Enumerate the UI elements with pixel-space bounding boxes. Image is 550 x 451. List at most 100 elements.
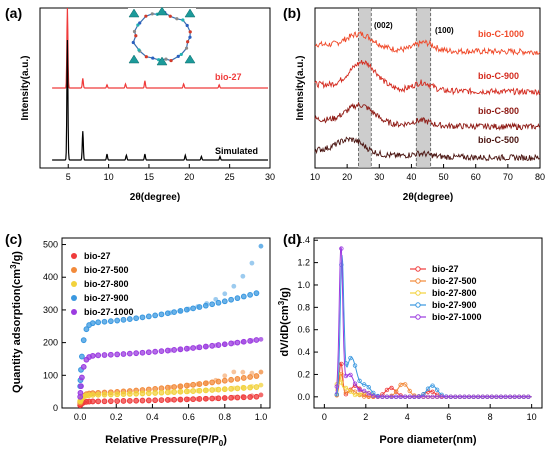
panel-b-band-label-100: (100) [435,26,454,35]
panel-d-y-tick-label: 0.6 [297,325,310,335]
panel-b-traces [314,30,541,162]
panel-c-point-bio-27-900 [213,296,219,302]
panel-c-point-bio-27-900 [177,308,182,314]
panel-d-point-bio-27-1000 [339,246,344,251]
panel-b-x-tick-label: 40 [406,172,416,182]
panel-c-point-bio-27-1000 [222,341,228,347]
panel-c-legend: bio-27 bio-27-500 bio-27-800 bio-27-900 bio-… [71,251,134,317]
panel-d-point-bio-27-800 [348,389,353,394]
panel-label-b: (b) [283,5,301,21]
panel-d-legend-marker [415,302,421,308]
inset-atom [179,52,183,57]
panel-c-point-bio-27-800 [222,386,228,392]
panel-c-point-bio-27-1000 [177,347,182,352]
panel-c-point-bio-27-1000 [89,352,96,359]
panel-c-legend-marker [71,253,77,259]
panel-a-series-label-simulated: Simulated [215,146,258,156]
panel-c-point-bio-27 [190,396,197,403]
panel-c-point-bio-27-800 [120,391,127,397]
panel-c-point-bio-27-900 [240,293,247,300]
panel-c-point-bio-27-1000 [231,340,237,346]
panel-b-band [416,8,431,168]
panel-d-point-bio-27 [380,392,385,397]
panel-c-legend-marker [71,295,77,301]
panel-c-point-bio-27-900 [158,311,165,318]
panel-d-point-bio-27-1000 [380,394,385,400]
panel-c-point-bio-27-900 [78,353,85,360]
panel-c-point-bio-27 [133,397,140,404]
panel-d-x-tick-label: 0 [322,412,327,422]
panel-c-point-bio-27-900 [231,283,237,289]
panel-c-point-bio-27-1000 [77,389,84,396]
panel-a-trace-bio-27 [52,7,268,89]
panel-b-trace-bio-C-800 [314,101,541,131]
panel-a-x-ticks: 5 10 15 20 25 30 [66,164,275,182]
panel-c-point-bio-27-800 [145,390,152,397]
panel-c-point-bio-27-900 [215,299,222,306]
panel-c-point-bio-27-1000 [190,345,197,351]
panel-c-point-bio-27-800 [213,387,219,393]
panel-c-point-bio-27-800 [177,389,182,395]
panel-c-point-bio-27-900 [258,243,264,249]
panel-c-point-bio-27-500 [240,375,247,381]
panel-c-point-bio-27-1000 [195,345,201,350]
panel-d-x-tick-label: 2 [363,412,368,422]
inset-atom [157,58,161,62]
panel-c-point-bio-27-800 [114,391,121,398]
panel-c-point-bio-27-1000 [114,351,121,358]
panel-d-y-tick-label: 0.2 [297,369,310,379]
panel-d-x-tick-label: 4 [405,412,410,422]
panel-d-frame [313,237,543,409]
panel-c-point-bio-27-1000 [78,374,85,381]
panel-b-x-axis-title: 2θ(degree) [403,192,453,203]
panel-c-point-bio-27-500 [240,369,246,375]
panel-c-point-bio-27-900 [133,315,140,322]
panel-d-point-bio-27 [384,387,390,393]
panel-c-x-axis-title: Relative Pressure(P/P0) [105,434,227,448]
panel-c-point-bio-27-500 [209,379,216,386]
panel-a-series-label-bio-27: bio-27 [215,72,242,82]
inset-atom [138,21,142,25]
panel-c-point-bio-27-1000 [120,351,127,357]
panel-d-point-bio-27-1000 [343,373,349,379]
panel-c-point-bio-27 [95,398,102,405]
panel-a-x-tick-label: 20 [184,172,194,182]
panel-label-a: (a) [5,5,22,21]
panel-d-point-bio-27-900 [361,382,367,387]
panel-d-legend-marker [415,314,421,320]
panel-c-point-bio-27-1000 [126,350,133,357]
panel-c-point-bio-27-800 [107,391,114,398]
inset-bg [128,8,196,66]
panel-d-point-bio-27-900 [334,392,339,397]
panel-c-point-bio-27-900 [80,337,87,344]
panel-b-x-tick-label: 80 [535,172,545,182]
panel-c-point-bio-27-900 [247,291,254,298]
panel-d-point-bio-27-1000 [398,394,403,400]
panel-c-point-bio-27-800 [101,391,108,398]
panel-b-band-label-002: (002) [374,21,393,30]
panel-d-point-bio-27-1000 [439,394,444,400]
panel-c-point-bio-27-900 [145,313,152,320]
panel-d-legend: bio-27 bio-27-500 bio-27-800 bio-27-900 bio-… [410,264,482,322]
panel-c-point-bio-27 [126,397,133,404]
panel-a-chart: 5 10 15 20 25 30 bio-27 Simulated 2θ(degree) … [20,6,275,203]
inset-atom [181,18,185,22]
panel-a-x-tick-label: 30 [265,172,275,182]
panel-b-chart: 10 20 30 40 50 60 70 80 (002) (100) bio-C-1000 … [295,7,545,203]
panel-c-point-bio-27 [213,395,219,401]
panel-b-trace-bio-C-500 [314,136,541,162]
panel-a-traces [52,7,268,161]
panel-c-point-bio-27-900 [253,290,260,297]
panel-d-point-bio-27-1000 [425,394,431,400]
panel-c-point-bio-27-900 [139,314,146,321]
panel-b-x-tick-label: 60 [471,172,481,182]
panel-d-point-bio-27-800 [339,380,344,385]
panel-d-ticks: 0 2 4 6 8 10 0.0 0.2 0.4 0.6 0.8 1.0 1.2 1.4 [297,235,536,422]
panel-d-point-bio-27-1000 [412,394,417,400]
panel-c-point-bio-27-900 [209,301,216,308]
panel-d-point-bio-27-1000 [453,394,458,400]
panel-c-y-tick-label: 100 [43,370,58,380]
panel-b-series-label-800: bio-C-800 [478,106,519,116]
panel-c-point-bio-27-500 [253,373,260,379]
